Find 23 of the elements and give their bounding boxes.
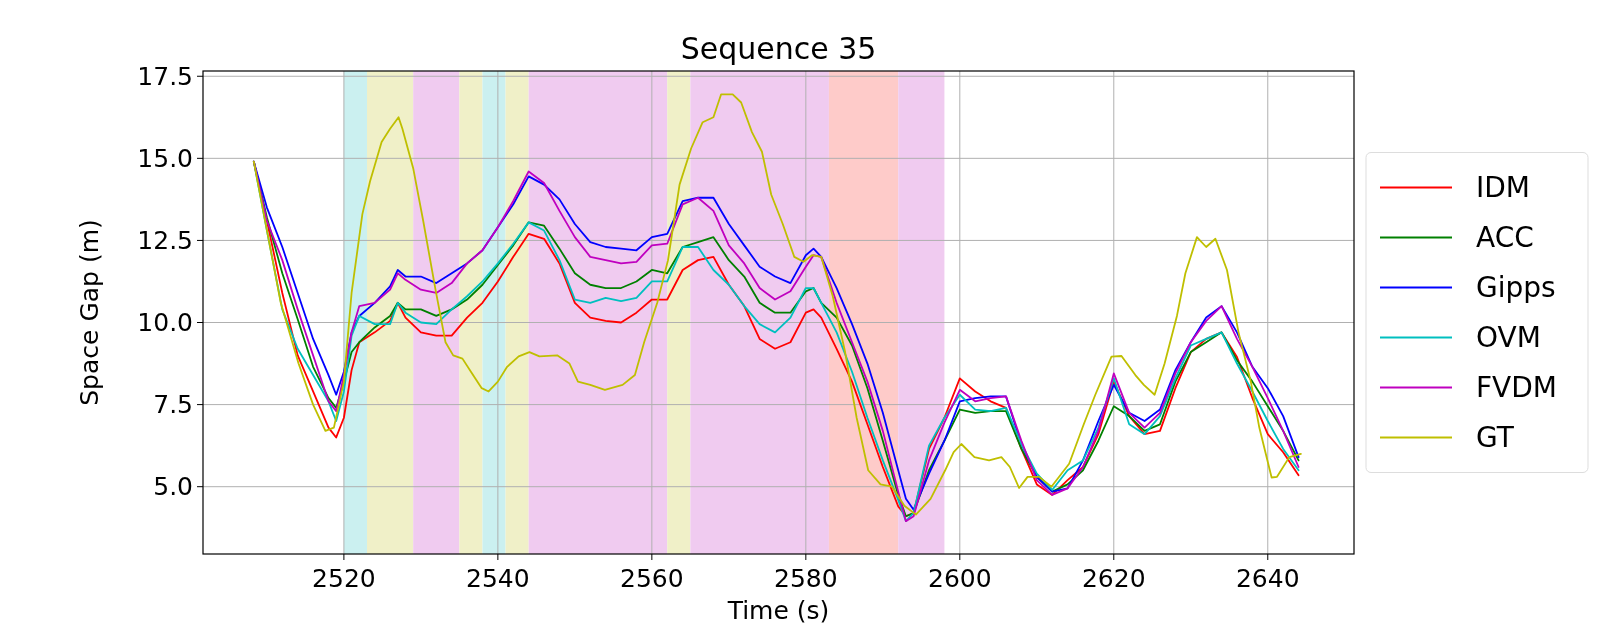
y-tick-label: 17.5 bbox=[137, 62, 193, 91]
y-tick-label: 5.0 bbox=[153, 472, 193, 502]
y-tick-label: 7.5 bbox=[153, 390, 193, 420]
x-tick-label: 2520 bbox=[312, 564, 376, 593]
x-tick-label: 2640 bbox=[1235, 564, 1300, 593]
chart-title: Sequence 35 bbox=[680, 31, 877, 66]
legend-label: ACC bbox=[1476, 221, 1534, 255]
legend-label: FVDM bbox=[1476, 371, 1557, 405]
legend-label: IDM bbox=[1476, 171, 1530, 205]
x-tick-label: 2580 bbox=[774, 564, 838, 593]
y-tick-label: 10.0 bbox=[137, 308, 193, 338]
legend-label: Gipps bbox=[1476, 271, 1556, 305]
x-tick-label: 2540 bbox=[466, 564, 530, 593]
line-series bbox=[252, 93, 1302, 516]
x-tick-label: 2620 bbox=[1081, 564, 1146, 593]
x-tick-label: 2600 bbox=[928, 564, 992, 593]
y-axis-title: Space Gap (m) bbox=[75, 219, 104, 406]
y-tick-label: 15.0 bbox=[137, 144, 193, 174]
x-tick-label: 2560 bbox=[620, 564, 684, 593]
legend-label: OVM bbox=[1476, 321, 1541, 355]
x-axis-title: Time (s) bbox=[726, 596, 830, 625]
y-tick-label: 12.5 bbox=[137, 226, 193, 256]
legend-label: GT bbox=[1476, 421, 1515, 455]
